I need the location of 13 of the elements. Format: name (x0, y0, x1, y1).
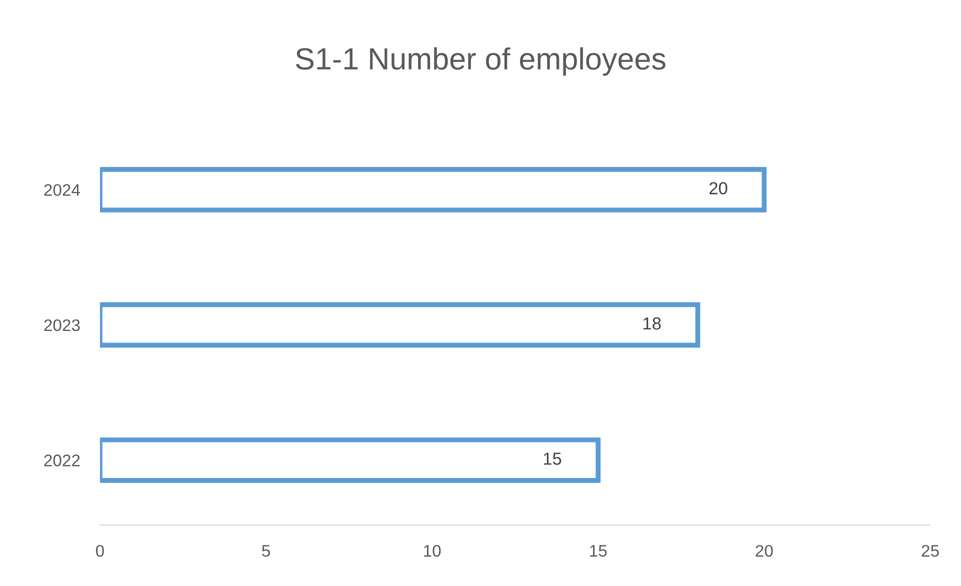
data-label: 20 (710, 182, 728, 194)
chart-title: S1-1 Number of employees (296, 47, 666, 76)
x-tick-label: 25 (922, 544, 939, 557)
data-label: 18 (644, 317, 661, 330)
x-tick-label: 0 (96, 544, 104, 557)
data-label: 15 (544, 452, 562, 465)
x-tick-label: 20 (756, 544, 773, 557)
y-tick-label: 2024 (44, 184, 80, 196)
x-tick-label: 15 (590, 545, 607, 557)
y-tick-label: 2022 (44, 454, 80, 466)
x-tick-label: 10 (424, 544, 441, 557)
y-tick-label: 2023 (44, 319, 80, 332)
x-tick-label: 5 (262, 545, 270, 557)
